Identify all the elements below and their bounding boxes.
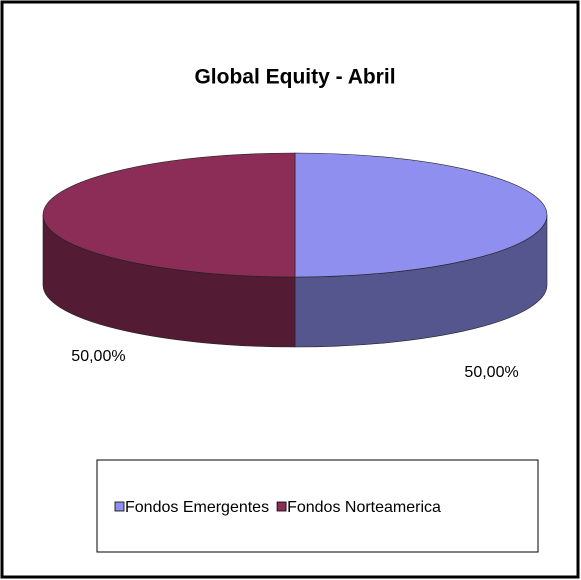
chart-title: Global Equity - Abril (194, 66, 395, 89)
pie-slice (42, 152, 296, 278)
legend-label: Fondos Norteamerica (287, 499, 441, 516)
data-label: 50,00% (464, 364, 518, 381)
pie-slice (294, 152, 548, 278)
legend-label: Fondos Emergentes (125, 499, 269, 516)
legend-swatch (114, 501, 125, 512)
data-label: 50,00% (71, 348, 125, 365)
legend-swatch (276, 501, 287, 512)
legend-box (96, 459, 539, 553)
